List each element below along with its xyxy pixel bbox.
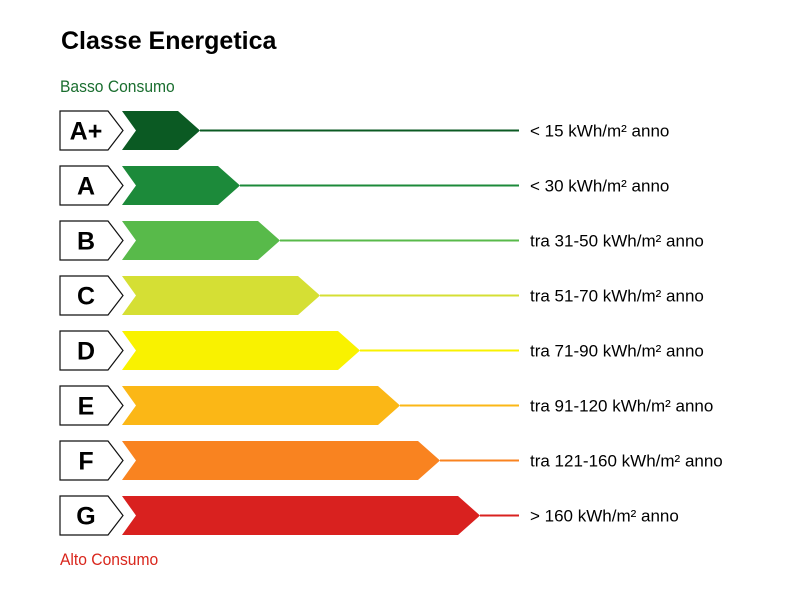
class-bar [122, 496, 480, 535]
class-bar [122, 166, 240, 205]
class-tag [59, 165, 124, 206]
class-tag [59, 385, 124, 426]
class-row-a-plus: A+ < 15 kWh/m² anno [59, 110, 669, 151]
range-label: tra 71-90 kWh/m² anno [530, 342, 704, 361]
class-letter: C [77, 283, 95, 311]
range-label: < 15 kWh/m² anno [530, 122, 669, 141]
low-consumption-label: Basso Consumo [60, 77, 175, 96]
class-letter: F [78, 448, 93, 476]
class-bar [122, 386, 400, 425]
class-letter: A+ [70, 118, 103, 146]
class-row-g: G > 160 kWh/m² anno [59, 495, 679, 536]
class-tag [59, 330, 124, 371]
class-letter: D [77, 338, 95, 366]
class-bar [122, 221, 280, 260]
range-label: > 160 kWh/m² anno [530, 507, 679, 526]
class-letter: E [78, 393, 95, 421]
class-bar [122, 441, 440, 480]
class-bar [122, 276, 320, 315]
range-label: tra 121-160 kWh/m² anno [530, 452, 723, 471]
range-label: tra 31-50 kWh/m² anno [530, 232, 704, 251]
class-letter: B [77, 228, 95, 256]
class-row-a: A < 30 kWh/m² anno [59, 165, 669, 206]
range-label: tra 51-70 kWh/m² anno [530, 287, 704, 306]
class-bar [122, 331, 360, 370]
class-bar [122, 111, 200, 150]
class-tag [59, 275, 124, 316]
range-label: < 30 kWh/m² anno [530, 177, 669, 196]
range-label: tra 91-120 kWh/m² anno [530, 397, 713, 416]
class-tag [59, 440, 124, 481]
page-title: Classe Energetica [61, 27, 277, 55]
class-letter: A [77, 173, 95, 201]
class-tag [59, 220, 124, 261]
class-tag [59, 495, 124, 536]
high-consumption-label: Alto Consumo [60, 550, 159, 569]
class-letter: G [76, 503, 95, 531]
class-tag [59, 110, 124, 151]
